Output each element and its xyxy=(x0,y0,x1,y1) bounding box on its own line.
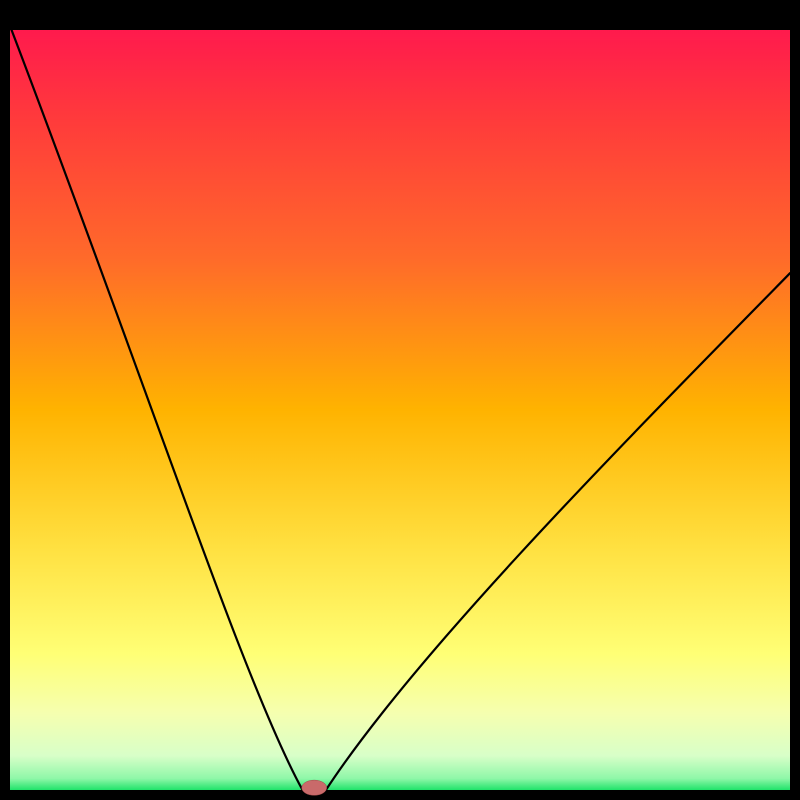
bottleneck-plot xyxy=(0,0,800,800)
optimum-marker xyxy=(302,780,327,795)
chart-container: TheBottleneck.com xyxy=(0,0,800,800)
plot-background xyxy=(10,30,790,790)
